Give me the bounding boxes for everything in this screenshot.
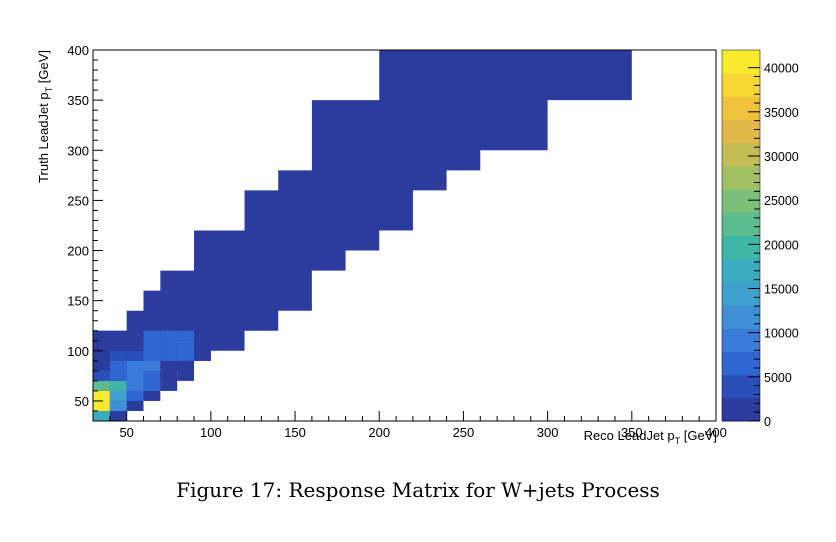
heatmap-cell (126, 390, 144, 401)
y-tick-label: 200 (67, 244, 89, 259)
heatmap-cell (93, 380, 110, 391)
colorbar-segment (722, 165, 760, 190)
y-tick-label: 400 (67, 43, 89, 58)
y-tick-label: 50 (75, 394, 89, 409)
x-tick-label: 400 (705, 425, 727, 440)
heatmap-cell (109, 410, 127, 421)
heatmap-cell (93, 330, 144, 351)
y-axis-title: Truth LeadJet pT [GeV] (36, 50, 54, 183)
y-tick-label: 300 (67, 143, 89, 158)
colorbar-segment (722, 96, 760, 121)
heatmap-cell (109, 390, 127, 401)
colorbar-segment (722, 73, 760, 97)
x-tick-label: 250 (453, 425, 475, 440)
colorbar-axis: 0 5000 10000 15000 20000 25000 30000 35000 40000 (748, 62, 799, 429)
colorbar-tick-label: 25000 (764, 194, 799, 208)
x-axis: 50 100 150 200 250 300 350 400 (92, 411, 727, 440)
plot-frame (92, 49, 717, 422)
colorbar-tick-label: 0 (764, 415, 771, 429)
colorbar-segment (722, 50, 760, 74)
figure-caption: Figure 17: Response Matrix for W+jets Pr… (176, 478, 660, 502)
colorbar-tick-label: 30000 (764, 150, 799, 164)
colorbar-segment (722, 281, 760, 306)
heatmap-cell (160, 330, 178, 361)
y-tick-label: 250 (67, 193, 89, 208)
heatmap-cell (93, 370, 110, 381)
colorbar-segment (722, 235, 760, 260)
colorbar-segment (722, 305, 760, 329)
colorbar-segment (722, 397, 760, 422)
x-tick-label: 100 (200, 425, 222, 440)
heatmap-cell (160, 380, 178, 391)
heatmap-cell (143, 390, 161, 401)
heatmap-cell (126, 360, 144, 391)
background-region-layer (93, 50, 632, 421)
heatmap-cell (126, 350, 144, 361)
colorbar-segment (722, 119, 760, 144)
colorbar-segment (722, 328, 760, 352)
y-axis: 50 100 150 200 250 300 350 400 (67, 43, 103, 422)
heatmap-cell (126, 400, 144, 411)
x-axis-title: Reco LeadJet pT [GeV] (584, 428, 717, 446)
colorbar-segment (722, 258, 760, 283)
heatmap-cell (93, 410, 110, 421)
colorbar-tick-label: 15000 (764, 283, 799, 297)
colorbar-tick-label: 10000 (764, 327, 799, 341)
heatmap-cell (109, 380, 127, 391)
y-tick-label: 150 (67, 294, 89, 309)
colorbar-tick-label: 35000 (764, 106, 799, 120)
colorbar-segment (722, 212, 760, 236)
colorbar-tick-label: 5000 (764, 371, 792, 385)
colorbar-segment (722, 351, 760, 376)
background-region (93, 50, 632, 421)
colorbar (721, 49, 761, 422)
colorbar-tick-label: 40000 (764, 62, 799, 76)
colorbar-segment (722, 189, 760, 213)
x-tick-label: 200 (368, 425, 390, 440)
response-matrix-chart: 50 100 150 200 250 300 350 400 50 100 150 200 250 30… (36, 43, 799, 446)
heatmap-cell (177, 340, 195, 361)
x-tick-label: 150 (284, 425, 306, 440)
heatmap-cell (177, 360, 195, 381)
heatmap-cell (109, 350, 127, 361)
heatmap-cell (109, 360, 127, 381)
y-tick-label: 350 (67, 93, 89, 108)
colorbar-segment (722, 142, 760, 167)
colorbar-segment (722, 374, 760, 399)
heatmap-cell (143, 360, 161, 371)
heatmap-cell (143, 370, 161, 391)
x-tick-label: 50 (119, 425, 133, 440)
colorbar-tick-label: 20000 (764, 238, 799, 252)
heatmap-cell (109, 400, 127, 411)
heatmap-cell (160, 370, 178, 381)
heatmap-cell (143, 330, 161, 361)
heatmap-cell (93, 350, 110, 371)
x-tick-label: 350 (621, 425, 643, 440)
heatmap-cells-layer (93, 330, 211, 421)
x-tick-label: 300 (537, 425, 559, 440)
y-tick-label: 100 (67, 344, 89, 359)
heatmap-cell (177, 330, 195, 341)
heatmap-cell (194, 350, 211, 361)
